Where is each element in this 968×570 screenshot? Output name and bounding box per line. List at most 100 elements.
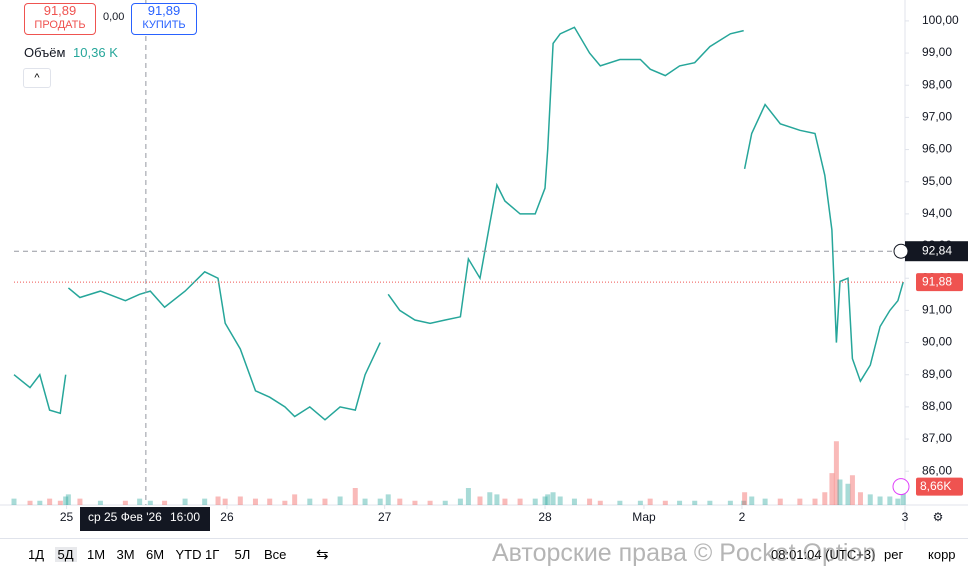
volume-bar <box>637 500 643 505</box>
volume-bar <box>385 494 391 505</box>
range-button[interactable]: 5Д <box>54 547 77 562</box>
volume-bar <box>797 498 803 505</box>
volume-bar <box>727 500 733 505</box>
volume-bar <box>857 492 863 505</box>
volume-bar <box>162 500 168 505</box>
sell-button[interactable]: 91,89 ПРОДАТЬ <box>24 3 96 35</box>
volume-bar <box>662 500 668 505</box>
volume-bar <box>222 498 228 505</box>
volume-bar <box>707 500 713 505</box>
x-tick-label: 25 <box>60 510 74 524</box>
volume-bar <box>122 500 128 505</box>
volume-bar <box>57 500 63 505</box>
adjust[interactable]: корр <box>928 547 956 562</box>
range-button[interactable]: 6М <box>146 547 165 562</box>
clock: 08:01:04 (UTC+3) <box>771 547 876 562</box>
crosshair-date-box <box>80 507 210 531</box>
volume-bar <box>147 500 153 505</box>
volume-bar <box>465 488 471 505</box>
buy-button[interactable]: 91,89 КУПИТЬ <box>131 3 197 35</box>
volume-bar <box>845 483 851 505</box>
x-tick-label: Мар <box>632 510 656 524</box>
volume-bar <box>617 500 623 505</box>
y-tick-label: 94,00 <box>922 206 952 220</box>
crosshair-price: 92,84 <box>922 243 952 257</box>
y-tick-label: 95,00 <box>922 174 952 188</box>
range-button[interactable]: 1Г <box>205 547 220 562</box>
volume-bar <box>65 494 71 505</box>
volume-bar <box>337 496 343 505</box>
volume-bar <box>822 492 828 505</box>
volume-bar <box>322 498 328 505</box>
volume-bar <box>812 498 818 505</box>
last-price-label: 91,88 <box>922 274 952 288</box>
volume-bar <box>47 498 53 505</box>
range-button[interactable]: 5Л <box>234 547 251 562</box>
range-button[interactable]: YTD <box>175 547 202 562</box>
compare-icon[interactable]: ⇆ <box>316 546 329 563</box>
volume-bar <box>137 498 143 505</box>
settings-icon[interactable]: ⚙ <box>933 510 944 524</box>
volume-bar <box>362 498 368 505</box>
volume-bar <box>517 498 523 505</box>
volume-bar <box>477 496 483 505</box>
y-tick-label: 98,00 <box>922 77 952 91</box>
y-tick-label: 86,00 <box>922 463 952 477</box>
volume-bar <box>887 496 893 505</box>
volume-bar <box>63 496 69 505</box>
x-tick-label: 2 <box>739 510 746 524</box>
range-button[interactable]: 3М <box>116 547 135 562</box>
buy-price: 91,89 <box>147 3 181 18</box>
x-tick-label: 3 <box>902 510 909 524</box>
y-tick-label: 89,00 <box>922 367 952 381</box>
volume-bar <box>27 500 33 505</box>
volume-bar <box>837 479 843 505</box>
toolbar: ⇆ 08:01:04 (UTC+3) рег корр Авторские пр… <box>0 538 968 570</box>
volume-legend: Объём 10,36 K <box>24 45 118 60</box>
volume-bar <box>352 488 358 505</box>
volume-bar <box>77 498 83 505</box>
volume-total: 10,36 K <box>73 45 118 60</box>
volume-name: Объём <box>24 45 66 60</box>
volume-bar <box>849 475 855 505</box>
volume-bar <box>895 498 901 505</box>
price-line <box>13 26 904 421</box>
volume-bar <box>542 496 548 505</box>
y-tick-label: 88,00 <box>922 399 952 413</box>
volume-bar <box>557 496 563 505</box>
watermark: Авторские права © Pocket Option <box>492 539 877 567</box>
session[interactable]: рег <box>884 547 904 562</box>
x-tick-label: 28 <box>538 510 552 524</box>
collapse-button[interactable]: ^ <box>23 68 51 88</box>
range-button[interactable]: 1Д <box>28 547 45 562</box>
volume-bar <box>97 500 103 505</box>
volume-bar <box>833 441 839 505</box>
y-tick-label: 96,00 <box>922 142 952 156</box>
volume-bar <box>442 500 448 505</box>
add-alert-button[interactable] <box>893 243 909 259</box>
volume-bar <box>762 498 768 505</box>
volume-bar <box>571 498 577 505</box>
range-button[interactable]: 1М <box>87 547 106 562</box>
sell-label: ПРОДАТЬ <box>34 19 86 31</box>
volume-bar <box>742 492 748 505</box>
y-tick-label: 90,00 <box>922 335 952 349</box>
volume-bar <box>587 498 593 505</box>
volume-bar <box>267 498 273 505</box>
volume-bar <box>550 492 556 505</box>
volume-bar <box>237 496 243 505</box>
crosshair-price-box <box>905 241 968 262</box>
x-tick-label: 26 <box>220 510 234 524</box>
volume-bar <box>777 498 783 505</box>
volume-bar <box>647 498 653 505</box>
volume-bar <box>487 492 493 505</box>
volume-bar <box>545 494 551 505</box>
volume-bar <box>215 496 221 505</box>
crosshair-time: 16:00 <box>170 510 200 524</box>
range-button[interactable]: Все <box>264 547 287 562</box>
volume-bar <box>37 500 43 505</box>
y-tick-label: 91,00 <box>922 303 952 317</box>
volume-bar <box>282 500 288 505</box>
volume-bar <box>11 498 17 505</box>
